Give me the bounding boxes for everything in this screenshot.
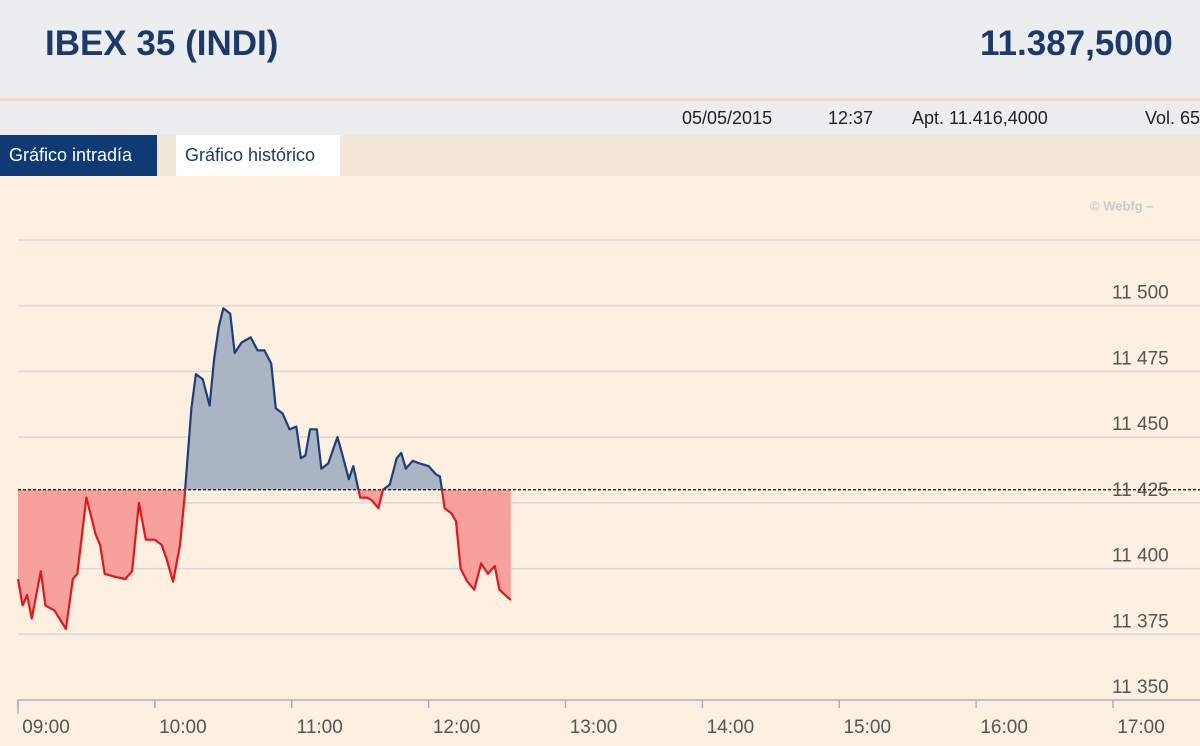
y-tick-label: 11 425: [1112, 480, 1169, 501]
x-tick-label: 12:00: [433, 717, 481, 738]
open-price: Apt. 11.416,4000: [912, 108, 1048, 128]
chart: © Webfg – 11 350 11 375 11 400 11 425 11 450…: [16, 198, 1200, 738]
x-tick-label: 16:00: [980, 717, 1028, 738]
info-bar: 05/05/2015 12:37 Apt. 11.416,4000 Vol. 6…: [0, 101, 1200, 135]
x-tick-label: 11:00: [297, 717, 343, 738]
y-tick-label: 11 400: [1112, 546, 1169, 567]
x-tick-label: 13:00: [570, 717, 618, 738]
y-tick-label: 11 350: [1112, 677, 1169, 698]
header: IBEX 35 (INDI) 11.387,5000: [0, 0, 1200, 101]
date: 05/05/2015: [682, 108, 773, 128]
y-tick-label: 11 500: [1112, 283, 1169, 304]
time: 12:37: [828, 108, 874, 128]
volume: Vol. 65: [1145, 108, 1200, 128]
index-value: 11.387,5000: [980, 24, 1173, 63]
tab[interactable]: Gráfico intradía: [0, 135, 157, 176]
credit: © Webfg –: [1090, 198, 1154, 213]
x-tick-label: 15:00: [843, 717, 891, 738]
area: [18, 308, 511, 629]
tab-bar: Gráfico intradía Gráfico histórico: [0, 135, 1200, 176]
tab[interactable]: Gráfico histórico: [176, 135, 340, 176]
index-title: IBEX 35 (INDI): [45, 24, 279, 63]
y-tick-label: 11 375: [1112, 611, 1169, 632]
x-tick-label: 17:00: [1117, 717, 1165, 738]
y-tick-label: 11 450: [1112, 414, 1169, 435]
y-tick-label: 11 475: [1112, 348, 1169, 369]
x-tick-label: 14:00: [707, 717, 755, 738]
x-tick-label: 09:00: [22, 717, 70, 738]
x-tick-label: 10:00: [159, 717, 207, 738]
price-line: [16, 307, 512, 631]
